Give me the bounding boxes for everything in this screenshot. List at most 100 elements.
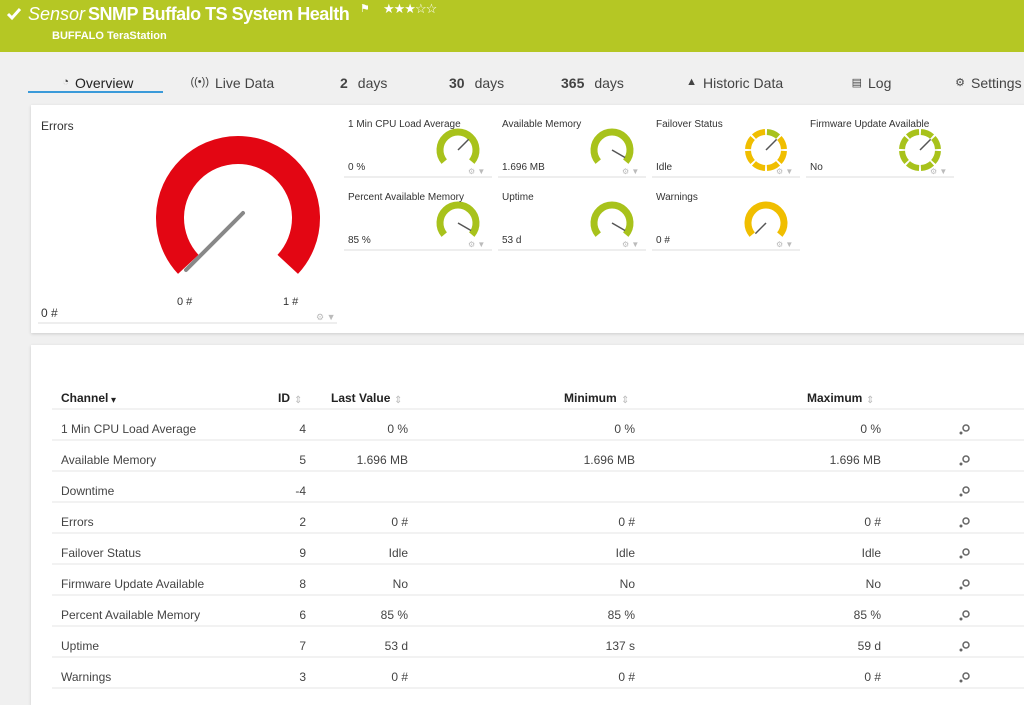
tile-name: Available Memory [502, 119, 582, 130]
tile-val: 0 # [656, 235, 670, 246]
row-action [962, 579, 970, 587]
table-cell: 1 Min CPU Load Average [61, 422, 197, 436]
device-name[interactable]: BUFFALO TeraStation [52, 30, 167, 42]
table-cell: 3 [299, 670, 306, 684]
header-bar: Sensor SNMP Buffalo TS System Health ⚑ ★… [0, 0, 1024, 52]
tile-name: 1 Min CPU Load Average [348, 119, 461, 130]
table-cell: 8 [299, 577, 306, 591]
row-action [962, 424, 970, 432]
tab[interactable]: ▲ Historic Data [686, 75, 783, 91]
table-cell: Uptime [61, 639, 100, 653]
sort-icon: ⇕ [866, 395, 874, 406]
column-header[interactable]: Minimum [564, 391, 617, 405]
row-action-dot [959, 648, 963, 652]
sort-icon: ⇕ [294, 395, 302, 406]
gauge-arc [436, 128, 480, 164]
table-cell: Downtime [61, 484, 115, 498]
gauge-name: Errors [41, 119, 74, 133]
tile-name: Uptime [502, 192, 534, 203]
row-action-dot [959, 493, 963, 497]
channel-panel [31, 345, 1024, 705]
tile-icons: ⚙ ▼ [468, 167, 485, 176]
tile-name: Firmware Update Available [810, 119, 930, 130]
tab-label: days [357, 75, 388, 91]
row-action [962, 672, 970, 680]
gauge-segment [766, 160, 781, 171]
tab-label: days [474, 75, 505, 91]
tile-icons: ⚙ ▼ [622, 167, 639, 176]
check-icon [6, 8, 22, 21]
tile-icons: ⚙ ▼ [622, 240, 639, 249]
tab[interactable]: ⚙ Settings [955, 75, 1021, 91]
column-header[interactable]: Maximum [807, 391, 863, 405]
gauge-needle [765, 138, 778, 151]
row-action-dot [959, 586, 963, 590]
table-cell: Idle [861, 546, 881, 560]
gauge-segment [899, 150, 910, 165]
gauge-panel [31, 105, 1024, 333]
table-cell: 7 [299, 639, 306, 653]
row-action-dot [959, 431, 963, 435]
column-header[interactable]: Channel [61, 391, 109, 405]
table-cell: 137 s [605, 639, 635, 653]
table-cell: Available Memory [61, 453, 157, 467]
tile-val: 1.696 MB [502, 162, 545, 173]
table-cell: 0 # [864, 670, 881, 684]
tab[interactable]: 365 days [561, 75, 624, 91]
gauge-segment [920, 160, 935, 171]
table-cell: No [392, 577, 408, 591]
table-cell: Percent Available Memory [61, 608, 201, 622]
table-cell: 4 [299, 422, 306, 436]
tile-icons: ⚙ ▼ [776, 167, 793, 176]
flag-icon[interactable]: ⚑ [360, 3, 370, 15]
table-cell: Warnings [61, 670, 112, 684]
tab-icon: ▤ [851, 77, 862, 89]
table-cell: 1.696 MB [356, 453, 408, 467]
row-action [962, 455, 970, 463]
row-action [962, 641, 970, 649]
table-cell: 85 % [380, 608, 408, 622]
tab-label: days [594, 75, 624, 91]
tile-val: 0 % [348, 162, 366, 173]
gauge-needle [457, 138, 470, 151]
gauge-arc [590, 128, 634, 164]
row-action-dot [959, 462, 963, 466]
table-cell: 0 % [387, 422, 408, 436]
column-header[interactable]: ID [278, 391, 290, 405]
table-cell: 0 # [618, 670, 635, 684]
tab-icon: ▲ [686, 76, 697, 88]
gauge-needle [611, 149, 626, 159]
sort-icon: ⇕ [621, 395, 629, 406]
gauge-segment [751, 129, 766, 140]
gauge-min: 0 # [177, 296, 193, 308]
column-header[interactable]: Last Value [331, 391, 391, 405]
table-cell: 0 % [614, 422, 635, 436]
gauge-segment [745, 150, 756, 165]
priority-stars[interactable]: ★★★☆☆ [383, 1, 437, 16]
row-action [962, 610, 970, 618]
table-cell: 2 [299, 515, 306, 529]
table-cell: Idle [388, 546, 408, 560]
gauge-arc [744, 201, 788, 237]
tile-name: Percent Available Memory [348, 192, 464, 203]
table-cell: 0 % [860, 422, 881, 436]
gauge-segment [920, 129, 935, 140]
tab[interactable]: ▤ Log [852, 75, 892, 91]
tab-count: 30 [449, 75, 465, 91]
sort-icon: ▾ [111, 395, 116, 406]
table-cell: Failover Status [61, 546, 142, 560]
gauge-needle [919, 138, 932, 151]
tab-count: 365 [561, 75, 585, 91]
tab[interactable]: 2 days [340, 75, 387, 91]
gauge-max: 1 # [283, 296, 299, 308]
gauge-needle [611, 222, 626, 232]
gauge-needle [457, 222, 472, 232]
tab-icon: ◔ [62, 76, 69, 88]
tab[interactable]: ◔ Overview [62, 75, 133, 91]
row-action [962, 486, 970, 494]
table-cell: 9 [299, 546, 306, 560]
table-cell: 0 # [618, 515, 635, 529]
tab[interactable]: ((•)) Live Data [190, 75, 274, 91]
tab[interactable]: 30 days [449, 75, 504, 91]
